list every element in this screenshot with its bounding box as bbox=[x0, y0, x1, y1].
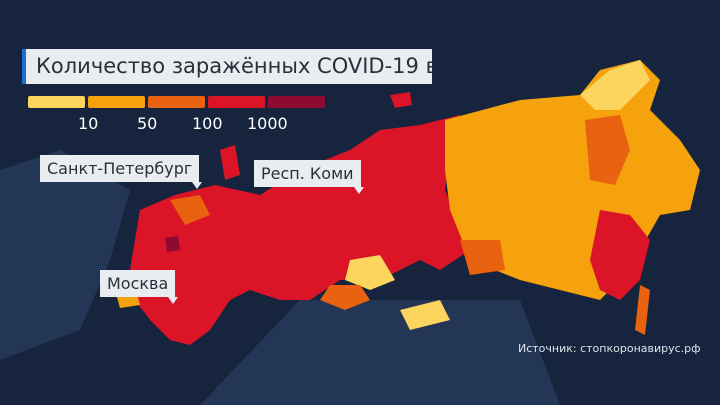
land-background bbox=[0, 150, 560, 405]
legend-tick: 1000 bbox=[247, 114, 288, 133]
legend-tick: 10 bbox=[78, 114, 99, 133]
legend bbox=[28, 96, 325, 108]
region-west-red bbox=[130, 115, 470, 345]
callout-moscow: Москва bbox=[100, 270, 179, 304]
legend-swatch-orange bbox=[88, 96, 145, 108]
legend-swatch-red bbox=[208, 96, 265, 108]
legend-swatch-maroon bbox=[268, 96, 325, 108]
region-moscow-maroon bbox=[165, 236, 180, 252]
region-far-east-red bbox=[590, 210, 650, 300]
region-south-darkorange bbox=[170, 195, 505, 310]
legend-tick: 100 bbox=[192, 114, 223, 133]
region-chukotka-yellow bbox=[580, 60, 650, 110]
legend-swatch-darkorange bbox=[148, 96, 205, 108]
callout-komi: Респ. Коми bbox=[254, 160, 364, 194]
sakhalin bbox=[635, 285, 650, 335]
legend-swatch-yellow bbox=[28, 96, 85, 108]
legend-tick: 50 bbox=[137, 114, 158, 133]
islands-novaya-zemlya bbox=[220, 92, 412, 180]
region-kamchatka-darkorange bbox=[585, 115, 630, 185]
source-text: Источник: стопкоронавирус.рф bbox=[518, 342, 701, 355]
region-south-yellow bbox=[345, 255, 450, 330]
map-title: Количество заражённых COVID-19 в России,… bbox=[22, 49, 432, 84]
callout-saint-petersburg: Санкт-Петербург bbox=[40, 155, 203, 189]
